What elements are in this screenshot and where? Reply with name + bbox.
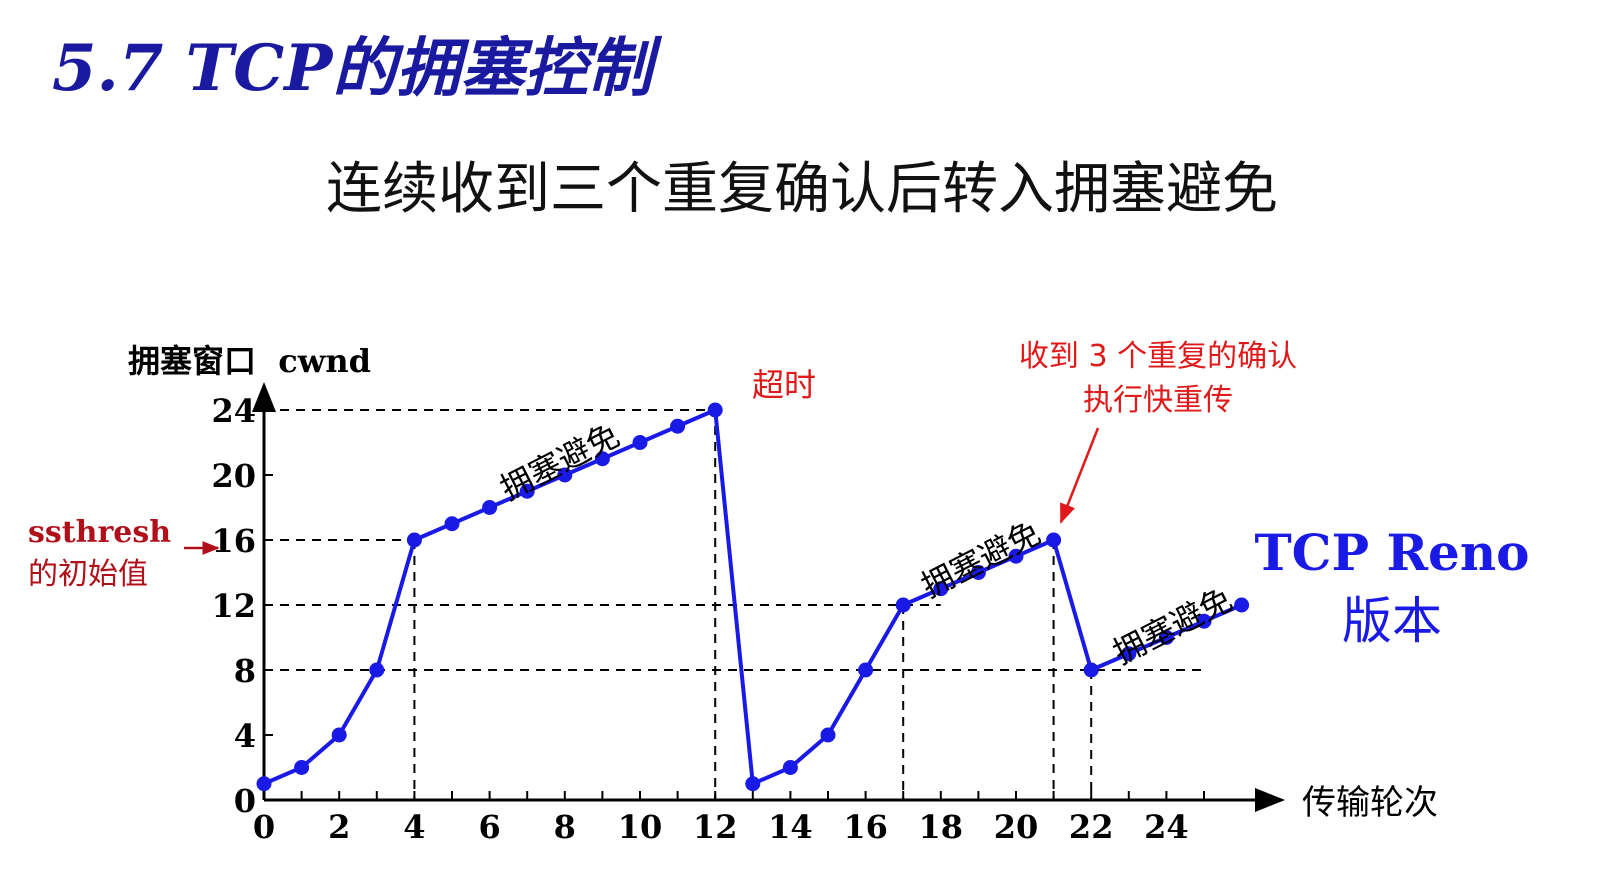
y-tick-label: 8 <box>234 652 256 690</box>
y-axis-label: 拥塞窗口 cwnd <box>128 342 371 380</box>
dupack-label-line1: 收到 3 个重复的确认 <box>1019 339 1297 374</box>
cwnd-point <box>1121 646 1137 662</box>
cwnd-point <box>1046 532 1062 548</box>
y-tick-label: 20 <box>211 457 256 495</box>
x-tick-label: 4 <box>403 808 425 846</box>
cwnd-point <box>1196 613 1212 629</box>
dupack-pointer-arrow <box>1059 427 1100 524</box>
cwnd-point <box>745 776 761 792</box>
congestion-avoidance-label: 拥塞避免 <box>915 513 1046 605</box>
ssthresh-initial-label: 的初始值 <box>28 557 148 592</box>
x-tick-label: 2 <box>328 808 350 846</box>
cwnd-point <box>670 418 686 434</box>
cwnd-point <box>820 727 836 743</box>
axes <box>252 382 1285 812</box>
x-tick-label: 24 <box>1144 808 1189 846</box>
ssthresh-label: ssthresh <box>28 515 172 550</box>
cwnd-point <box>256 776 272 792</box>
x-tick-label: 6 <box>478 808 500 846</box>
x-tick-label: 10 <box>618 808 663 846</box>
congestion-avoidance-label: 拥塞避免 <box>1107 580 1238 672</box>
x-axis-label: 传输轮次 <box>1302 783 1438 823</box>
x-tick-label: 12 <box>693 808 738 846</box>
y-tick-label: 24 <box>211 392 256 430</box>
reference-lines <box>264 409 1204 800</box>
x-tick-label: 20 <box>994 808 1039 846</box>
cwnd-point <box>858 662 874 678</box>
cwnd-point <box>557 467 573 483</box>
x-tick-label: 8 <box>554 808 576 846</box>
version-label-line2: 版本 <box>1342 592 1442 650</box>
version-label-line1: TCP Reno <box>1254 523 1529 582</box>
cwnd-point <box>294 760 310 775</box>
cwnd-point <box>519 483 535 499</box>
ssthresh-note: ssthresh 的初始值 <box>28 512 228 596</box>
slide-title: 5.7 TCP的拥塞控制 <box>52 31 653 106</box>
x-tick-label: 14 <box>768 808 813 846</box>
x-tick-label: 16 <box>843 808 888 846</box>
y-tick-label: 4 <box>234 717 256 755</box>
cwnd-point <box>707 402 723 418</box>
cwnd-line <box>263 408 1243 786</box>
y-tick-label: 12 <box>211 587 256 625</box>
cwnd-point <box>482 500 498 515</box>
cwnd-point <box>782 760 798 775</box>
cwnd-point <box>895 597 911 613</box>
cwnd-point <box>1158 630 1174 645</box>
cwnd-point <box>406 532 422 548</box>
cwnd-point <box>594 451 610 467</box>
tick-marks <box>263 409 1205 801</box>
cwnd-point <box>1008 548 1024 564</box>
slide-subtitle: 连续收到三个重复确认后转入拥塞避免 <box>326 157 1278 222</box>
dupack-label-line2: 执行快重传 <box>1083 383 1233 418</box>
y-tick-label: 0 <box>234 782 256 820</box>
cwnd-point <box>632 435 648 450</box>
cwnd-point <box>369 662 385 678</box>
cwnd-point <box>331 727 347 743</box>
x-tick-label: 0 <box>253 808 275 846</box>
cwnd-point <box>933 581 949 597</box>
cwnd-point <box>970 565 986 580</box>
x-tick-label: 22 <box>1069 808 1114 846</box>
timeout-label: 超时 <box>752 366 816 404</box>
cwnd-series <box>256 402 1250 792</box>
cwnd-point <box>1234 597 1250 613</box>
x-tick-label: 18 <box>919 808 964 846</box>
cwnd-point <box>1083 662 1099 678</box>
cwnd-point <box>444 516 460 532</box>
